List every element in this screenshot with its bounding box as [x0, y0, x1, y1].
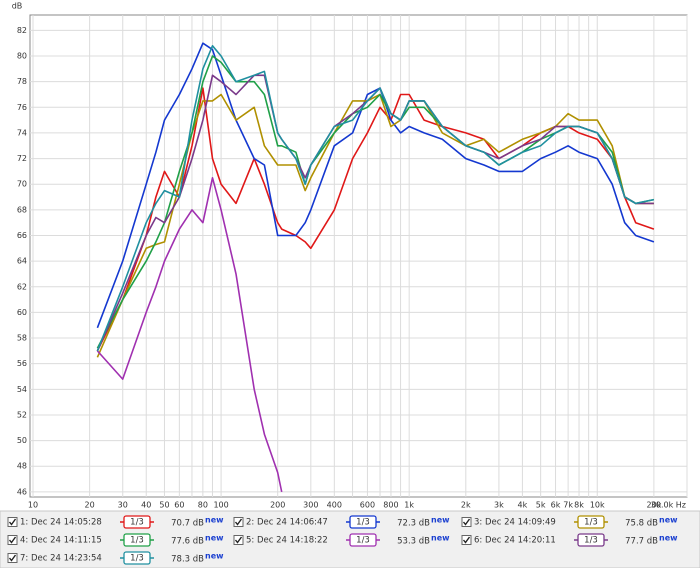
legend-level: 70.7 dB	[171, 519, 204, 529]
x-tick-label: 100	[213, 501, 228, 510]
x-tick-label: 600	[360, 501, 375, 510]
x-tick-label: 30	[118, 501, 128, 510]
legend-level: 75.8 dB	[625, 519, 658, 529]
smoothing-label: 1/3	[130, 554, 144, 564]
checkmark	[234, 518, 243, 526]
smoothing-box[interactable]	[123, 551, 151, 565]
smoothing-box[interactable]	[349, 515, 377, 529]
x-tick-label: 1k	[404, 501, 414, 510]
response-line	[96, 45, 655, 352]
y-tick-label: 74	[17, 128, 27, 137]
checkmark	[462, 518, 471, 526]
y-tick-label: 60	[17, 308, 27, 317]
y-axis-label: dB	[12, 2, 23, 11]
y-tick-label: 56	[17, 359, 27, 368]
y-tick-label: 76	[17, 103, 27, 112]
x-tick-label: 20	[85, 501, 95, 510]
legend-badge: new	[431, 516, 450, 525]
x-tick-label: 8k	[574, 501, 584, 510]
y-tick-label: 62	[17, 282, 27, 291]
legend-badge: new	[431, 534, 450, 543]
y-tick-label: 46	[17, 487, 27, 496]
smoothing-label: 1/3	[130, 518, 144, 528]
smoothing-box[interactable]	[349, 533, 377, 547]
legend-level: 72.3 dB	[397, 519, 430, 529]
x-tick-label: 400	[327, 501, 342, 510]
checkmark	[234, 536, 243, 544]
x-tick-label: 4k	[518, 501, 528, 510]
x-tick-label: 30.0k Hz	[651, 501, 686, 510]
smoothing-label: 1/3	[356, 518, 370, 528]
legend-name: 5: Dec 24 14:18:22	[246, 536, 328, 546]
smoothing-box[interactable]	[123, 533, 151, 547]
response-line	[96, 42, 655, 329]
legend-badge: new	[659, 534, 678, 543]
smoothing-label: 1/3	[130, 536, 144, 546]
checkmark	[462, 536, 471, 544]
legend-level: 77.7 dB	[625, 537, 658, 547]
smoothing-label: 1/3	[356, 536, 370, 546]
y-tick-label: 80	[17, 52, 27, 61]
legend-name: 1: Dec 24 14:05:28	[20, 518, 102, 528]
x-tick-label: 10	[28, 501, 38, 510]
legend-level: 53.3 dB	[397, 537, 430, 547]
x-tick-label: 2k	[461, 501, 471, 510]
checkmark	[8, 536, 17, 544]
y-tick-label: 68	[17, 205, 27, 214]
response-line	[96, 93, 654, 358]
y-tick-label: 70	[17, 180, 27, 189]
legend-level: 78.3 dB	[171, 555, 204, 565]
checkmark	[8, 518, 17, 526]
x-tick-label: 80	[198, 501, 208, 510]
legend-badge: new	[205, 516, 224, 525]
y-tick-label: 82	[17, 26, 27, 35]
smoothing-box[interactable]	[577, 515, 605, 529]
y-tick-label: 50	[17, 436, 27, 445]
checkmark	[8, 554, 17, 562]
x-tick-label: 200	[270, 501, 285, 510]
x-tick-label: 10k	[590, 501, 605, 510]
x-tick-label: 6k	[551, 501, 561, 510]
x-tick-label: 800	[383, 501, 398, 510]
legend-name: 4: Dec 24 14:11:15	[20, 536, 102, 546]
response-line	[96, 177, 283, 493]
y-tick-label: 58	[17, 334, 27, 343]
smoothing-label: 1/3	[584, 518, 598, 528]
legend-level: 77.6 dB	[171, 537, 204, 547]
x-tick-label: 60	[174, 501, 184, 510]
y-tick-label: 54	[17, 385, 27, 394]
response-line	[96, 74, 654, 352]
legend-name: 3: Dec 24 14:09:49	[474, 518, 556, 528]
smoothing-label: 1/3	[584, 536, 598, 546]
legend-badge: new	[205, 534, 224, 543]
smoothing-box[interactable]	[123, 515, 151, 529]
x-tick-label: 3k	[494, 501, 504, 510]
x-tick-label: 7k	[563, 501, 573, 510]
y-tick-label: 78	[17, 77, 27, 86]
y-tick-label: 66	[17, 231, 27, 240]
x-tick-label: 40	[141, 501, 151, 510]
y-tick-label: 48	[17, 462, 27, 471]
x-tick-label: 5k	[536, 501, 546, 510]
legend-badge: new	[659, 516, 678, 525]
x-tick-label: 20k	[646, 501, 661, 510]
x-tick-label: 50	[159, 501, 169, 510]
y-tick-label: 64	[17, 257, 27, 266]
y-tick-label: 52	[17, 410, 27, 419]
legend-name: 6: Dec 24 14:20:11	[474, 536, 556, 546]
x-tick-label: 300	[303, 501, 318, 510]
legend-badge: new	[205, 552, 224, 561]
legend-name: 2: Dec 24 14:06:47	[246, 518, 328, 528]
smoothing-box[interactable]	[577, 533, 605, 547]
legend-name: 7: Dec 24 14:23:54	[20, 554, 102, 564]
y-tick-label: 72	[17, 154, 27, 163]
